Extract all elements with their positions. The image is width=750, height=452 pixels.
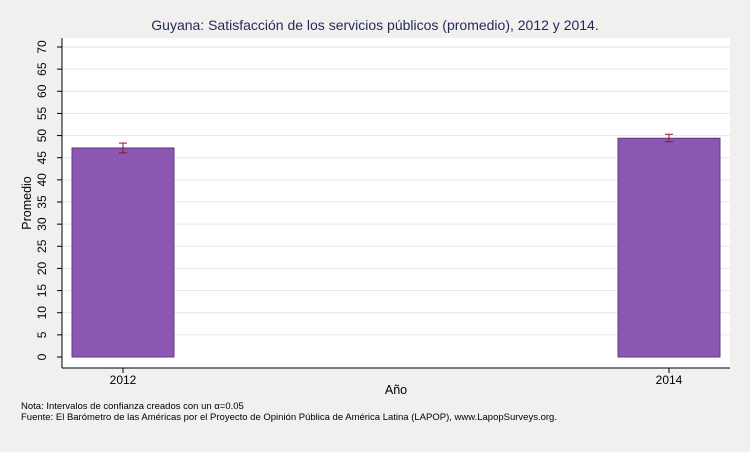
axis-labels: 0 5 10 15 20 25 30 35 40 45 50 55 60 65 70 2012 2014 Año P… bbox=[20, 40, 683, 397]
y-axis-title: Promedio bbox=[20, 176, 34, 230]
y-tick-label: 20 bbox=[35, 261, 49, 275]
y-tick-label: 70 bbox=[35, 40, 49, 54]
y-tick-label: 60 bbox=[35, 84, 49, 98]
y-tick-label: 35 bbox=[35, 195, 49, 209]
y-tick-label: 65 bbox=[35, 62, 49, 76]
axes bbox=[57, 38, 730, 373]
y-tick-label: 30 bbox=[35, 217, 49, 231]
x-tick-label: 2014 bbox=[656, 373, 683, 387]
x-axis-title: Año bbox=[385, 383, 407, 397]
y-tick-label: 55 bbox=[35, 106, 49, 120]
bars bbox=[71, 137, 721, 358]
y-tick-label: 50 bbox=[35, 129, 49, 143]
y-tick-label: 5 bbox=[35, 331, 49, 338]
error-bars bbox=[119, 133, 673, 154]
y-tick-label: 15 bbox=[35, 284, 49, 298]
bar bbox=[617, 137, 721, 358]
y-tick-label: 40 bbox=[35, 173, 49, 187]
chart-title: Guyana: Satisfacción de los servicios pú… bbox=[151, 17, 599, 33]
y-tick-label: 0 bbox=[35, 353, 49, 360]
y-tick-label: 10 bbox=[35, 306, 49, 320]
bar bbox=[71, 147, 175, 358]
y-tick-label: 45 bbox=[35, 151, 49, 165]
source-note: Fuente: El Barómetro de las Américas por… bbox=[21, 412, 557, 423]
y-tick-label: 25 bbox=[35, 239, 49, 253]
x-tick-label: 2012 bbox=[110, 373, 137, 387]
confidence-note: Nota: Intervalos de confianza creados co… bbox=[21, 401, 244, 412]
